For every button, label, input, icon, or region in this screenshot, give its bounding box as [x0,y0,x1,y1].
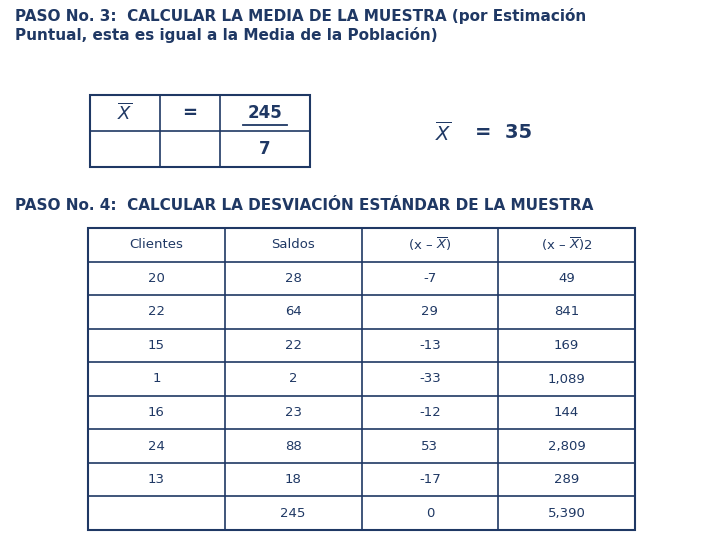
Text: 15: 15 [148,339,165,352]
Text: 64: 64 [284,306,302,319]
Text: 245: 245 [280,507,306,519]
Text: 20: 20 [148,272,165,285]
Text: 18: 18 [284,473,302,486]
Text: $\overline{X}$: $\overline{X}$ [117,103,132,124]
Text: 5,390: 5,390 [548,507,585,519]
Text: 49: 49 [558,272,575,285]
Text: -12: -12 [419,406,441,419]
Text: (x – $\overline{X}$)2: (x – $\overline{X}$)2 [541,236,593,253]
Text: 2: 2 [289,373,297,386]
Text: 144: 144 [554,406,580,419]
Text: 22: 22 [148,306,165,319]
Text: 7: 7 [259,140,271,158]
Text: 28: 28 [284,272,302,285]
Text: $\overline{X}$: $\overline{X}$ [435,121,451,145]
Text: 29: 29 [421,306,438,319]
Text: 16: 16 [148,406,165,419]
Text: =: = [182,104,197,122]
Bar [90,95,310,167]
Text: (x – $\overline{X}$): (x – $\overline{X}$) [408,236,451,253]
Text: 1,089: 1,089 [548,373,585,386]
Text: -17: -17 [419,473,441,486]
Text: -7: -7 [423,272,436,285]
Text: 13: 13 [148,473,165,486]
Text: 53: 53 [421,440,438,453]
Text: Puntual, esta es igual a la Media de la Población): Puntual, esta es igual a la Media de la … [15,27,438,43]
Text: 88: 88 [284,440,302,453]
Text: 245: 245 [248,104,282,122]
Text: 0: 0 [426,507,434,519]
Text: Saldos: Saldos [271,238,315,251]
Text: -13: -13 [419,339,441,352]
Text: 1: 1 [152,373,161,386]
Text: PASO No. 4:  CALCULAR LA DESVIACIÓN ESTÁNDAR DE LA MUESTRA: PASO No. 4: CALCULAR LA DESVIACIÓN ESTÁN… [15,198,593,213]
Text: =  35: = 35 [474,124,532,143]
Text: 289: 289 [554,473,580,486]
Text: 24: 24 [148,440,165,453]
Text: 169: 169 [554,339,580,352]
Bar [88,228,635,530]
Text: 2,809: 2,809 [548,440,585,453]
Text: PASO No. 3:  CALCULAR LA MEDIA DE LA MUESTRA (por Estimación: PASO No. 3: CALCULAR LA MEDIA DE LA MUES… [15,8,586,24]
Text: -33: -33 [419,373,441,386]
Text: 22: 22 [284,339,302,352]
Text: Clientes: Clientes [130,238,184,251]
Text: 841: 841 [554,306,580,319]
Text: 23: 23 [284,406,302,419]
